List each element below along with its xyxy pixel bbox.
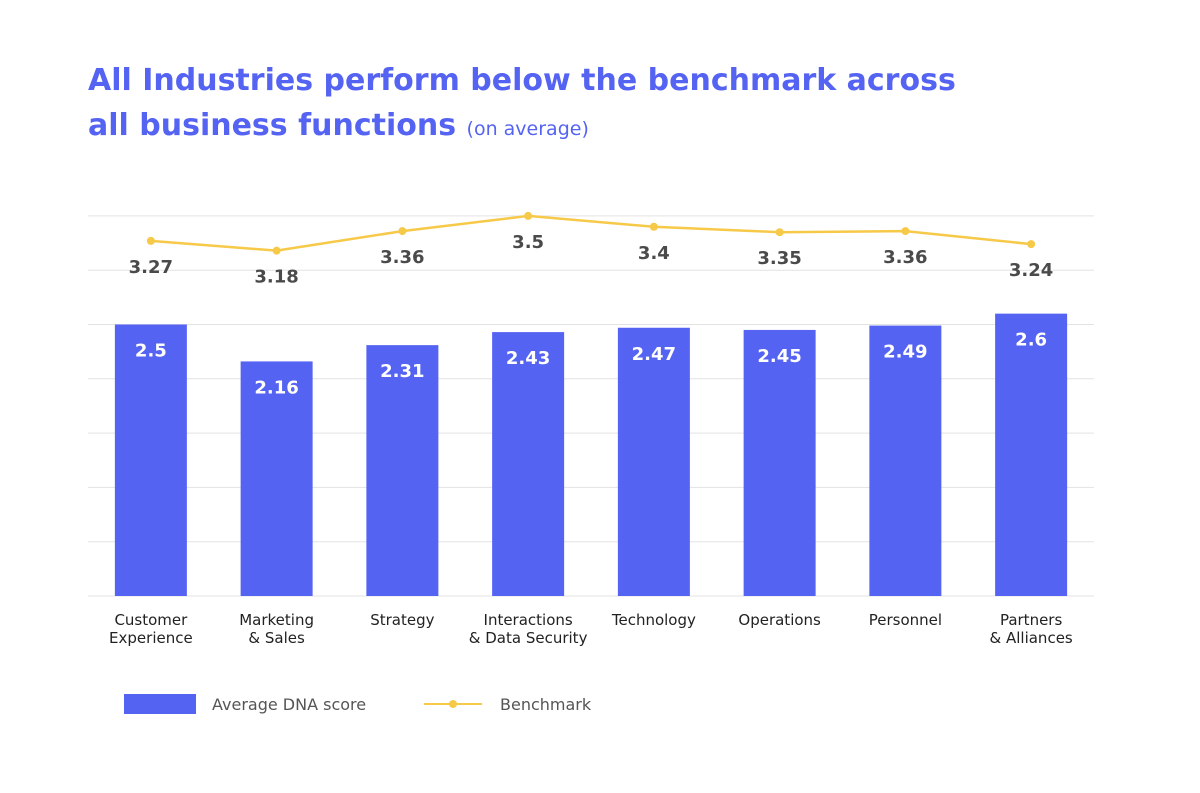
bar	[743, 329, 816, 596]
benchmark-line	[146, 211, 1036, 255]
bar	[366, 345, 439, 596]
category-label: Marketing & Sales	[239, 611, 314, 647]
title-line-2-text: all business functions	[88, 108, 457, 143]
legend-line-swatch	[424, 694, 482, 714]
legend-bar-label: Average DNA score	[212, 694, 367, 714]
chart-subtitle: (on average)	[466, 118, 589, 140]
benchmark-point	[1027, 240, 1036, 249]
benchmark-value-label: 3.5	[512, 232, 544, 253]
benchmark-point	[775, 228, 784, 237]
benchmark-point	[524, 211, 533, 220]
benchmark-value-label: 3.36	[380, 247, 424, 268]
bar	[617, 327, 690, 596]
benchmark-point	[146, 236, 155, 245]
legend-item-bar: Average DNA score	[124, 694, 366, 714]
category-label: Operations	[738, 611, 821, 629]
legend-bar-swatch	[124, 694, 196, 714]
bar-value-label: 2.49	[883, 342, 927, 363]
chart-title: All Industries perform below the benchma…	[88, 58, 1088, 152]
category-label: Personnel	[869, 611, 942, 629]
bar-value-label: 2.47	[632, 344, 676, 365]
bar	[995, 313, 1068, 596]
bar-value-label: 2.43	[506, 348, 550, 369]
category-label: Customer Experience	[109, 611, 193, 647]
bar-value-label: 2.31	[380, 361, 424, 382]
bar	[114, 324, 187, 596]
category-label: Interactions & Data Security	[469, 611, 588, 647]
bar	[492, 332, 565, 596]
legend-item-line: Benchmark	[424, 694, 591, 714]
benchmark-polyline	[150, 214, 1032, 252]
bar	[869, 325, 942, 596]
bar	[240, 361, 313, 596]
benchmark-value-label: 3.4	[638, 243, 670, 264]
bar-value-label: 2.16	[254, 377, 298, 398]
legend-line-dot	[449, 700, 457, 708]
title-line-1: All Industries perform below the benchma…	[88, 63, 956, 98]
benchmark-value-label: 3.35	[757, 248, 801, 269]
category-label: Strategy	[370, 611, 434, 629]
data-labels: 2.5 2.16 2.31 2.43 2.47 2.45 2.49 2.6 3.27 3.18 3.…	[129, 232, 1054, 399]
bar-value-label: 2.45	[757, 346, 801, 367]
benchmark-point	[649, 222, 658, 231]
benchmark-value-label: 3.18	[254, 267, 298, 288]
category-label: Technology	[611, 611, 696, 629]
benchmark-point	[398, 227, 407, 236]
bar-value-label: 2.5	[135, 341, 167, 362]
benchmark-value-label: 3.36	[883, 247, 927, 268]
title-line-2: all business functions (on average)	[88, 103, 1088, 152]
grid-lines	[88, 215, 1094, 597]
category-label: Partners & Alliances	[990, 611, 1073, 647]
benchmark-value-label: 3.27	[129, 257, 173, 278]
benchmark-point	[272, 246, 281, 255]
category-labels: Customer Experience Marketing & Sales Strate…	[109, 611, 1073, 647]
benchmark-point	[901, 227, 910, 236]
bar-value-label: 2.6	[1015, 330, 1047, 351]
legend-line-label: Benchmark	[500, 694, 592, 714]
benchmark-value-label: 3.24	[1009, 260, 1053, 281]
bars	[114, 313, 1068, 596]
